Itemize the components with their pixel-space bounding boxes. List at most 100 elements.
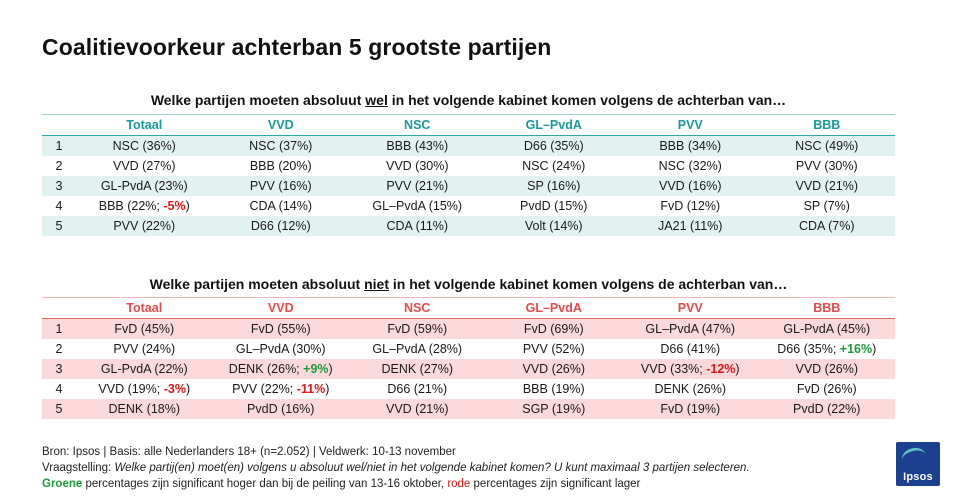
table-cell: PVV (16%) [212,176,349,196]
table-cell: GL-PvdA (23%) [76,176,213,196]
wel-header-bbb: BBB [758,114,895,136]
rank-cell: 1 [42,318,76,339]
table-cell: PVV (52%) [522,342,585,356]
rank-cell: 2 [55,159,63,173]
ipsos-logo: Ipsos [896,442,940,486]
wel-header-pvv: PVV [622,114,759,136]
cell-text: VVD (19%; [98,382,164,396]
rank-cell: 1 [42,135,76,156]
niet-question: Welke partijen moeten absoluut niet in h… [149,276,788,292]
cell-text: ) [328,362,333,376]
table-cell: VVD (26%) [758,359,895,379]
table-cell: CDA (11%) [349,216,486,236]
table-cell: CDA (14%) [249,199,313,213]
table-cell: VVD (33%; -12%) [622,359,759,379]
wel-header-vvd: VVD [212,114,349,136]
table-cell: Volt (14%) [485,216,622,236]
wel-header-nsc: NSC [349,114,486,136]
table-cell: PvdD (15%) [520,199,588,213]
table-cell: GL–PvdA (47%) [622,318,759,339]
table-row: 5 DENK (18%) PvdD (16%) VVD (21%) SGP (19%) F… [42,399,895,419]
cell-text: ) [735,362,740,376]
cell-text: D66 (35%; [777,342,840,356]
slide-title: Coalitievoorkeur achterban 5 grootste pa… [42,34,552,60]
table-row: 4 BBB (22%; -5%) CDA (14%) GL–PvdA (15%) Pvd… [42,196,895,216]
logo-text: Ipsos [903,471,933,483]
table-cell: JA21 (11%) [622,216,759,236]
niet-header-pvv: PVV [622,297,759,319]
rank-cell: 4 [55,199,63,213]
cell-text: DENK (26%; [228,362,304,376]
cell-text: VVD (33%; [640,362,707,376]
table-cell: DENK (18%) [76,399,213,419]
change-value: -11% [296,382,326,396]
change-value: -3% [163,382,186,396]
table-cell: SP (16%) [485,176,622,196]
rank-cell: 5 [42,216,76,236]
niet-header-totaal: Totaal [76,297,213,319]
niet-header-row: Totaal VVD NSC GL–PvdA PVV BBB [42,297,895,319]
table-cell: FvD (69%) [485,318,622,339]
wel-question: Welke partijen moeten absoluut wel in he… [150,92,787,108]
wel-header-row: Totaal VVD NSC GL–PvdA PVV BBB [42,114,895,136]
cell-text: ) [325,382,330,396]
table-cell: BBB (34%) [622,135,759,156]
cell-text: ) [872,342,877,356]
table-cell: DENK (26%; +9%) [212,359,349,379]
table-cell: GL–PvdA (28%) [372,342,463,356]
table-cell: DENK (26%) [654,382,727,396]
table-cell: CDA (7%) [758,216,895,236]
table-cell: BBB (20%) [249,159,312,173]
table-cell: NSC (49%) [758,135,895,156]
table-cell: FvD (59%) [349,318,486,339]
table-cell: VVD (26%) [485,359,622,379]
cell-text: PVV (22%; [232,382,297,396]
table-cell: BBB (43%) [349,135,486,156]
rank-cell: 3 [42,176,76,196]
table-cell: VVD (16%) [622,176,759,196]
table-cell: D66 (41%) [660,342,721,356]
table-row: 1 FvD (45%) FvD (55%) FvD (59%) FvD (69%) GL–… [42,318,895,339]
niet-table: Totaal VVD NSC GL–PvdA PVV BBB 1 FvD (45%… [42,297,895,419]
table-cell: PVV (24%) [113,342,176,356]
table-cell: PvdD (16%) [212,399,349,419]
table-row: 5 PVV (22%) D66 (12%) CDA (11%) Volt (14%) JA… [42,216,895,236]
table-cell: NSC (24%) [522,159,586,173]
wel-table: Totaal VVD NSC GL–PvdA PVV BBB 1 NSC (36%… [42,114,895,236]
table-cell: VVD (21%) [758,176,895,196]
table-cell: PVV (30%) [795,159,858,173]
cell-text: ) [185,382,191,396]
table-cell: VVD (21%) [349,399,486,419]
cell-text: BBB (22%; [98,199,164,213]
cell-text: ) [185,199,190,213]
table-cell: FvD (19%) [622,399,759,419]
rank-cell: 5 [42,399,76,419]
table-cell: GL–PvdA (15%) [372,199,463,213]
change-value: -5% [163,199,186,213]
table-cell: VVD (30%) [385,159,449,173]
table-row: 1 NSC (36%) NSC (37%) BBB (43%) D66 (35%) BBB… [42,135,895,156]
table-row: 3 GL-PvdA (22%) DENK (26%; +9%) DENK (27%) V… [42,359,895,379]
change-value: +16% [839,342,873,356]
table-cell: D66 (35%) [485,135,622,156]
table-cell: FvD (26%) [796,382,857,396]
wel-header-glpvda: GL–PvdA [485,114,622,136]
table-row: 2 PVV (24%) GL–PvdA (30%) GL–PvdA (28%) PVV … [42,339,895,359]
rank-cell: 4 [55,382,63,396]
table-cell: PVV (22%) [76,216,213,236]
niet-header-glpvda: GL–PvdA [485,297,622,319]
table-cell: VVD (19%; -3%) [76,379,213,399]
table-cell: FvD (45%) [76,318,213,339]
niet-header-bbb: BBB [758,297,895,319]
table-cell: PvdD (22%) [758,399,895,419]
table-cell: NSC (37%) [212,135,349,156]
table-cell: PVV (22%; -11%) [213,379,350,399]
niet-header-nsc: NSC [349,297,486,319]
rank-cell: 3 [42,359,76,379]
table-cell: VVD (27%) [112,159,176,173]
table-row: 3 GL-PvdA (23%) PVV (16%) PVV (21%) SP (16%)… [42,176,895,196]
table-cell: BBB (22%; -5%) [76,196,213,216]
rank-cell: 2 [55,342,63,356]
table-row: 4 VVD (19%; -3%) PVV (22%; -11%) D66 (21%) B… [42,379,895,399]
wel-header-totaal: Totaal [76,114,213,136]
